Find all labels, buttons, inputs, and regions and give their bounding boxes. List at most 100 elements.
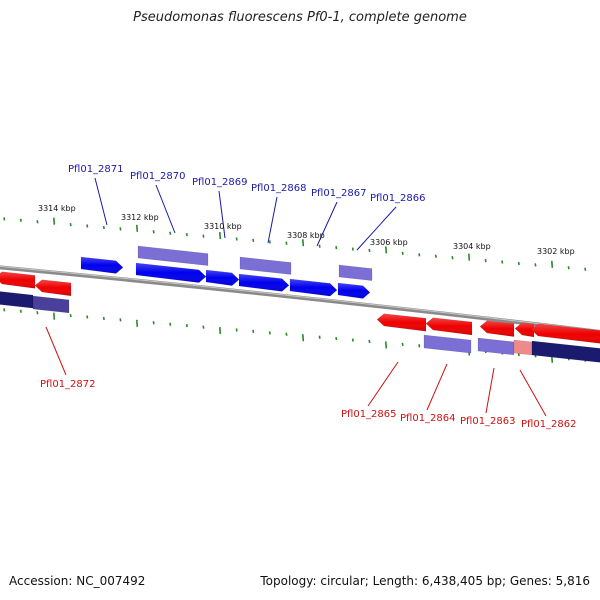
- backbone-highlight: [0, 265, 600, 332]
- reverse-protein-bar: [0, 291, 34, 309]
- scale-label: 3314 kbp: [38, 204, 76, 213]
- scale-tick: [136, 224, 139, 232]
- scale-tick: [102, 225, 105, 230]
- scale-ticks-bottom: [3, 308, 587, 363]
- leader-line: [485, 367, 495, 414]
- scale-tick: [268, 240, 271, 244]
- scale-tick: [235, 237, 238, 241]
- scale-tick: [368, 248, 371, 253]
- reverse-protein-bar: [477, 337, 515, 356]
- genome-backbone: [0, 265, 600, 334]
- scale-ticks-top: [3, 217, 587, 271]
- leader-line: [519, 369, 547, 417]
- scale-tick: [401, 342, 404, 347]
- scale-tick: [185, 233, 188, 237]
- scale-labels: 3314 kbp 3312 kbp 3310 kbp 3308 kbp 3306 kbp…: [38, 204, 575, 256]
- scale-tick: [285, 332, 288, 336]
- scale-label: 3312 kbp: [121, 213, 159, 222]
- forward-gene-arrow-sheen: [81, 257, 123, 274]
- scale-tick: [368, 339, 371, 344]
- scale-tick: [285, 241, 288, 245]
- gene-label-forward: Pfl01_2871: [68, 164, 124, 175]
- scale-label: 3306 kbp: [370, 238, 408, 247]
- forward-gene-arrow-sheen: [136, 263, 206, 283]
- reverse-protein-bar: [531, 340, 600, 363]
- gene-label-reverse: Pfl01_2863: [460, 416, 516, 427]
- gene-label-forward: Pfl01_2866: [370, 193, 426, 204]
- reverse-gene-arrow-sheen: [377, 313, 426, 332]
- scale-tick: [219, 326, 222, 335]
- scale-tick: [19, 309, 22, 313]
- scale-tick: [36, 220, 39, 224]
- leader-line: [94, 177, 108, 226]
- scale-tick: [169, 322, 172, 326]
- leader-line: [356, 206, 397, 251]
- reverse-protein-bar: [32, 295, 70, 314]
- scale-tick: [351, 338, 354, 342]
- reverse-gene-arrow-sheen: [531, 323, 600, 344]
- forward-gene-arrow-sheen: [290, 279, 337, 297]
- scale-tick: [567, 266, 570, 270]
- scale-tick: [252, 329, 255, 334]
- forward-gene-arrow-sheen: [206, 270, 239, 286]
- scale-tick: [202, 234, 205, 238]
- scale-tick: [36, 311, 39, 315]
- leader-line: [426, 363, 448, 411]
- forward-gene-arrow-sheen: [338, 283, 370, 299]
- scale-tick: [418, 344, 421, 348]
- scale-tick: [69, 313, 72, 318]
- scale-label: 3308 kbp: [287, 231, 325, 240]
- scale-tick: [551, 260, 554, 268]
- forward-protein-bar: [137, 245, 209, 266]
- scale-tick: [584, 267, 587, 271]
- scale-tick: [335, 245, 338, 250]
- scale-tick: [318, 335, 321, 339]
- reverse-gene-arrow-sheen: [0, 271, 35, 289]
- scale-tick: [19, 218, 22, 222]
- leader-line: [45, 326, 67, 376]
- scale-tick: [219, 231, 222, 240]
- scale-tick: [136, 319, 139, 327]
- gene-label-forward: Pfl01_2868: [251, 183, 307, 194]
- forward-gene-arrow-sheen: [239, 274, 289, 292]
- scale-tick: [185, 324, 188, 328]
- label-leader-lines: [45, 177, 547, 417]
- scale-label: 3310 kbp: [204, 222, 242, 231]
- reverse-gene-arrow-sheen: [426, 317, 472, 335]
- scale-tick: [119, 318, 122, 322]
- scale-tick: [268, 331, 271, 335]
- scale-tick: [202, 325, 205, 329]
- leader-line: [367, 361, 399, 407]
- scale-tick: [484, 258, 487, 263]
- scale-tick: [3, 217, 6, 221]
- scale-tick: [385, 246, 388, 254]
- scale-tick: [119, 227, 122, 231]
- accession-text: Accession: NC_007492: [9, 574, 146, 588]
- scale-tick: [517, 261, 520, 266]
- reverse-protein-bar: [423, 334, 472, 354]
- scale-tick: [252, 238, 255, 243]
- scale-tick: [152, 230, 155, 234]
- gene-label-reverse: Pfl01_2872: [40, 379, 96, 390]
- reverse-gene-arrow-sheen: [515, 322, 534, 338]
- scale-tick: [335, 336, 338, 341]
- scale-tick: [385, 341, 388, 349]
- scale-tick: [152, 321, 155, 325]
- scale-tick: [434, 254, 437, 258]
- forward-protein-bar: [338, 264, 373, 281]
- scale-tick: [302, 334, 305, 342]
- scale-tick: [418, 253, 421, 257]
- scale-tick: [534, 263, 537, 267]
- leader-line: [218, 190, 226, 239]
- scale-tick: [3, 308, 6, 312]
- gene-labels: Pfl01_2871 Pfl01_2870 Pfl01_2869Pfl01_2868…: [40, 164, 577, 430]
- scale-tick: [53, 312, 56, 320]
- gene-features: [0, 245, 600, 363]
- gene-label-reverse: Pfl01_2865: [341, 409, 397, 420]
- scale-tick: [235, 328, 238, 332]
- gene-label-forward: Pfl01_2870: [130, 171, 186, 182]
- scale-label: 3302 kbp: [537, 247, 575, 256]
- scale-tick: [102, 316, 105, 321]
